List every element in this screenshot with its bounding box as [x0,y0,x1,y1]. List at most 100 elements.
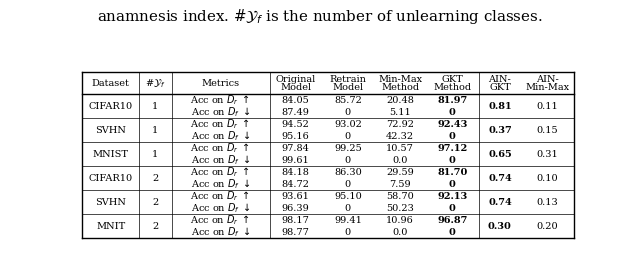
Text: 20.48: 20.48 [386,96,414,105]
Text: 72.92: 72.92 [386,120,414,129]
Text: Acc on $D_r$ $\uparrow$: Acc on $D_r$ $\uparrow$ [191,117,251,131]
Text: 0.10: 0.10 [536,174,558,183]
Text: 0.15: 0.15 [536,126,558,135]
Text: GKT: GKT [489,83,511,92]
Text: Method: Method [433,83,472,92]
Text: 0: 0 [345,180,351,189]
Text: AIN-: AIN- [536,75,559,84]
Text: anamnesis index. $\#\mathcal{Y}_f$ is the number of unlearning classes.: anamnesis index. $\#\mathcal{Y}_f$ is th… [97,7,543,26]
Text: Dataset: Dataset [92,79,130,88]
Text: 0: 0 [449,228,456,237]
Text: 98.17: 98.17 [282,216,310,225]
Text: Model: Model [332,83,364,92]
Text: 84.18: 84.18 [282,168,310,177]
Text: MNIT: MNIT [96,222,125,231]
Text: 1: 1 [152,150,158,159]
Text: Model: Model [280,83,311,92]
Text: Acc on $D_r$ $\uparrow$: Acc on $D_r$ $\uparrow$ [191,189,251,203]
Text: 0.30: 0.30 [488,222,512,231]
Text: CIFAR10: CIFAR10 [88,102,132,111]
Text: #$\mathcal{Y}_f$: #$\mathcal{Y}_f$ [145,77,166,90]
Text: 2: 2 [152,222,158,231]
Text: Acc on $D_f$ $\downarrow$: Acc on $D_f$ $\downarrow$ [191,153,250,167]
Text: 81.70: 81.70 [437,168,468,177]
Text: 85.72: 85.72 [334,96,362,105]
Text: 99.25: 99.25 [334,144,362,153]
Text: 95.16: 95.16 [282,132,310,141]
Text: 99.61: 99.61 [282,156,310,165]
Text: 92.43: 92.43 [437,120,468,129]
Text: 0.74: 0.74 [488,198,512,207]
Text: 93.02: 93.02 [334,120,362,129]
Text: GKT: GKT [442,75,463,84]
Text: CIFAR10: CIFAR10 [88,174,132,183]
Text: 2: 2 [152,198,158,207]
Text: 1: 1 [152,102,158,111]
Text: 0: 0 [449,108,456,117]
Text: Acc on $D_f$ $\downarrow$: Acc on $D_f$ $\downarrow$ [191,225,250,239]
Text: MNIST: MNIST [93,150,129,159]
Text: 96.87: 96.87 [437,216,468,225]
Text: 0.81: 0.81 [488,102,512,111]
Text: Acc on $D_r$ $\uparrow$: Acc on $D_r$ $\uparrow$ [191,93,251,107]
Text: 97.84: 97.84 [282,144,310,153]
Text: AIN-: AIN- [488,75,511,84]
Text: 0.65: 0.65 [488,150,512,159]
Text: 81.97: 81.97 [437,96,467,105]
Text: 99.41: 99.41 [334,216,362,225]
Text: 0: 0 [449,132,456,141]
Text: SVHN: SVHN [95,126,126,135]
Text: Acc on $D_f$ $\downarrow$: Acc on $D_f$ $\downarrow$ [191,129,250,143]
Text: 0: 0 [345,108,351,117]
Text: 1: 1 [152,126,158,135]
Text: 98.77: 98.77 [282,228,310,237]
Text: 96.39: 96.39 [282,204,310,213]
Text: 58.70: 58.70 [387,192,414,201]
Text: Acc on $D_f$ $\downarrow$: Acc on $D_f$ $\downarrow$ [191,201,250,215]
Text: 97.12: 97.12 [437,144,467,153]
Text: 95.10: 95.10 [334,192,362,201]
Text: Method: Method [381,83,419,92]
Text: 0: 0 [345,156,351,165]
Text: 10.57: 10.57 [386,144,414,153]
Text: Acc on $D_r$ $\uparrow$: Acc on $D_r$ $\uparrow$ [191,213,251,227]
Text: 7.59: 7.59 [389,180,411,189]
Text: Acc on $D_f$ $\downarrow$: Acc on $D_f$ $\downarrow$ [191,177,250,191]
Text: 29.59: 29.59 [387,168,414,177]
Text: 0: 0 [345,132,351,141]
Text: 10.96: 10.96 [387,216,414,225]
Text: 84.72: 84.72 [282,180,310,189]
Text: Acc on $D_r$ $\uparrow$: Acc on $D_r$ $\uparrow$ [191,141,251,155]
Text: Min-Max: Min-Max [378,75,422,84]
Text: Acc on $D_r$ $\uparrow$: Acc on $D_r$ $\uparrow$ [191,166,251,179]
Text: 0: 0 [345,228,351,237]
Text: 0.37: 0.37 [488,126,512,135]
Text: 0.0: 0.0 [392,156,408,165]
Text: 2: 2 [152,174,158,183]
Text: 0: 0 [345,204,351,213]
Text: Original: Original [275,75,316,84]
Text: Min-Max: Min-Max [525,83,570,92]
Text: 42.32: 42.32 [386,132,414,141]
Text: Acc on $D_f$ $\downarrow$: Acc on $D_f$ $\downarrow$ [191,106,250,119]
Text: 87.49: 87.49 [282,108,310,117]
Text: 5.11: 5.11 [389,108,411,117]
Text: 94.52: 94.52 [282,120,310,129]
Text: 0: 0 [449,180,456,189]
Text: Retrain: Retrain [330,75,366,84]
Text: 0.13: 0.13 [536,198,558,207]
Text: 84.05: 84.05 [282,96,310,105]
Text: 0.0: 0.0 [392,228,408,237]
Text: 0: 0 [449,204,456,213]
Text: Metrics: Metrics [202,79,239,88]
Text: 0.20: 0.20 [536,222,558,231]
Text: 0: 0 [449,156,456,165]
Text: 50.23: 50.23 [386,204,414,213]
Text: SVHN: SVHN [95,198,126,207]
Text: 92.13: 92.13 [437,192,467,201]
Text: 0.31: 0.31 [536,150,558,159]
Text: 0.74: 0.74 [488,174,512,183]
Text: 0.11: 0.11 [536,102,558,111]
Text: 93.61: 93.61 [282,192,310,201]
Text: 86.30: 86.30 [334,168,362,177]
